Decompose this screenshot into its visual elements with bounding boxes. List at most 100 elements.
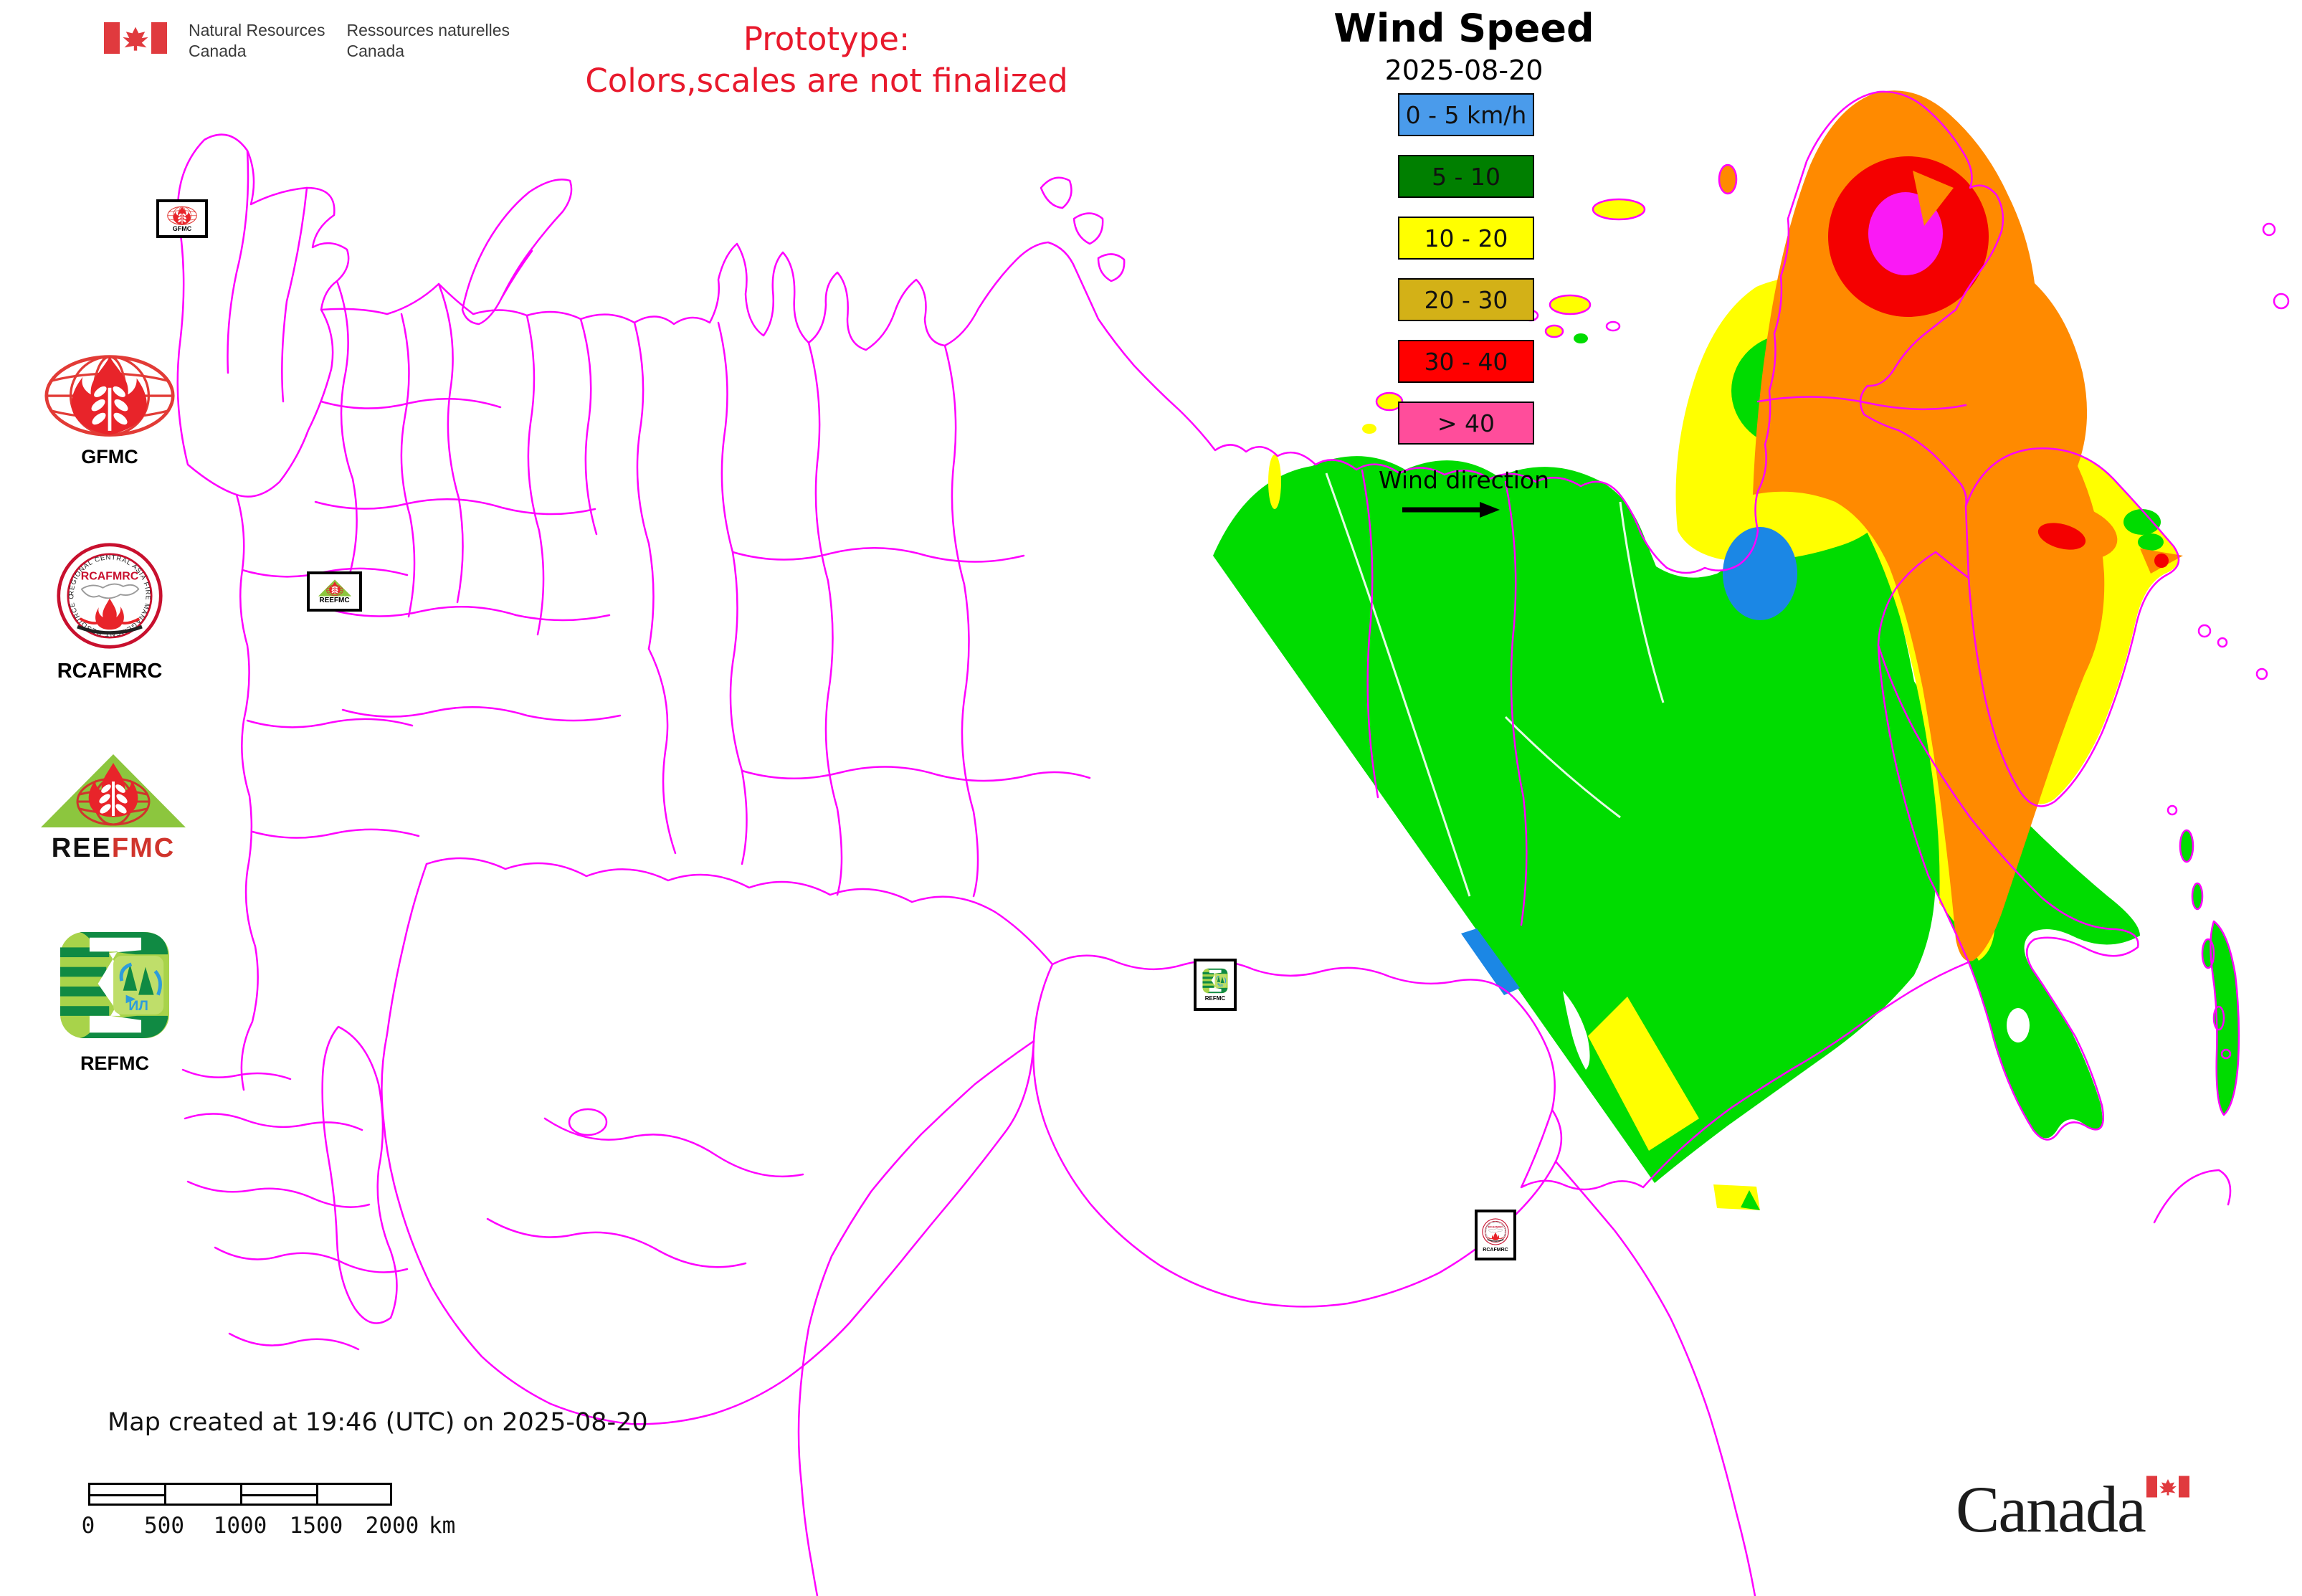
lakes-rivers [1325, 472, 2030, 1070]
caspian-sea [321, 1025, 398, 1324]
rcafmrc-marker-icon [1482, 1217, 1509, 1245]
west-border [235, 493, 259, 1091]
china-centralasia-border [797, 1040, 1035, 1596]
rcafmrc-marker-label: RCAFMRC [1483, 1247, 1508, 1253]
scale-bar [88, 1483, 392, 1506]
canada-wordmark: Canada [1956, 1473, 2146, 1546]
legend-item-10-20: 10 - 20 [1398, 217, 1534, 260]
okhotsk-coastline [1877, 551, 2139, 1141]
rcafmrc-logo-label: RCAFMRC [57, 660, 163, 683]
scale-segment [316, 1483, 392, 1506]
nrcan-french: Ressources naturelles Canada [346, 20, 510, 62]
lake-khanka [2007, 1008, 2030, 1042]
wind-region-blue [1461, 527, 1797, 995]
nrcan-en-line2: Canada [189, 42, 247, 60]
prototype-line2: Colors,scales are not finalized [585, 62, 1068, 100]
scale-tick-2000: 2000 [365, 1513, 419, 1539]
refmc-map-marker: REFMC [1194, 959, 1237, 1011]
hokkaido-outline [2153, 1169, 2232, 1224]
severnaya-zemlya [1040, 176, 1126, 282]
nrcan-fr-line2: Canada [346, 42, 405, 60]
centralasia-outline [381, 863, 1035, 1425]
nrcan-en-line1: Natural Resources [189, 21, 325, 39]
yellow-streak [1268, 455, 1281, 509]
reefmc-marker-icon [318, 579, 351, 597]
refmc-marker-icon [1202, 968, 1228, 994]
nrcan-signature: Natural Resources Canada Ressources natu… [104, 20, 510, 62]
prototype-warning: Prototype: Colors,scales are not finaliz… [540, 19, 1113, 102]
reefmc-word-red: FMC [111, 833, 176, 863]
gfmc-logo-label: GFMC [81, 446, 138, 467]
legend-date: 2025-08-20 [1384, 54, 1544, 86]
gfmc-map-marker: GFMC [156, 199, 208, 238]
legend-item-20-30: 20 - 30 [1398, 278, 1534, 321]
legend-item-gt40: > 40 [1398, 402, 1534, 445]
refmc-logo: REFMC [57, 931, 172, 1075]
nrcan-english: Natural Resources Canada [189, 20, 325, 62]
scale-tick-1500: 1500 [289, 1513, 343, 1539]
aral-sea [568, 1108, 608, 1136]
river-lena [1325, 472, 1471, 897]
scale-tick-1000: 1000 [213, 1513, 267, 1539]
blue-edge-sliver [1461, 928, 1520, 995]
orange-notch [1913, 171, 1954, 226]
river-kolyma [1619, 501, 1665, 703]
legend-item-0-5: 0 - 5 km/h [1398, 93, 1534, 136]
reefmc-marker-label: REEFMC [319, 597, 350, 604]
red-kamchatka-spot [2037, 523, 2086, 550]
rcafmrc-emblem-icon [56, 542, 163, 650]
blue-calm-spot [1723, 527, 1797, 620]
lake-baikal [1563, 991, 1590, 1070]
gfmc-marker-label: GFMC [172, 224, 192, 232]
scale-segment [164, 1483, 240, 1506]
scale-segment [240, 1483, 316, 1506]
rcafmrc-logo: RCAFMRC [56, 542, 163, 683]
sakhalin-outline [2210, 920, 2240, 1116]
amur-border [1520, 961, 1970, 1191]
reefmc-wordmark: REEFMC [37, 833, 189, 864]
orange-island-outline [1718, 163, 1738, 195]
refmc-logo-label: REFMC [80, 1053, 149, 1074]
legend-item-30-40: 30 - 40 [1398, 340, 1534, 383]
prototype-line1: Prototype: [743, 20, 910, 58]
reefmc-map-marker: REEFMC [307, 571, 362, 612]
mongolia-outline [1032, 954, 1563, 1308]
map-created-timestamp: Map created at 19:46 (UTC) on 2025-08-20 [108, 1408, 648, 1437]
novaya-zemlya [461, 179, 573, 326]
legend-label: 0 - 5 km/h [1405, 100, 1527, 129]
scale-tick-0: 0 [81, 1513, 95, 1539]
kazakhstan-north-border [425, 857, 1054, 966]
legend-item-5-10: 5 - 10 [1398, 155, 1534, 198]
gfmc-marker-icon [167, 206, 197, 225]
kamchatka-outline [1964, 447, 2180, 807]
orange-island [1719, 165, 1736, 194]
legend-label: 20 - 30 [1424, 285, 1508, 314]
refmc-marker-label: REFMC [1204, 995, 1226, 1002]
arctic-coastline [320, 90, 2004, 574]
yellow-southwest-wedge [1588, 997, 1699, 1151]
rcafmrc-map-marker: RCAFMRC [1475, 1210, 1516, 1260]
yellow-wrangel-island [1593, 199, 1645, 219]
green-siberia-region [1213, 456, 1936, 1183]
reefmc-logo: REEFMC [37, 751, 189, 864]
reefmc-word-black: REE [51, 833, 112, 863]
china-border [1554, 1160, 1756, 1596]
legend-label: 10 - 20 [1424, 224, 1508, 252]
nrcan-fr-line1: Ressources naturelles [346, 21, 510, 39]
canada-wordmark-flag-icon [2146, 1476, 2189, 1498]
canada-flag-icon [104, 22, 167, 54]
legend-title: Wind Speed [1333, 6, 1594, 51]
reefmc-triangle-icon [39, 753, 187, 829]
scale-tick-500: 500 [144, 1513, 184, 1539]
gfmc-logo: GFMC [39, 353, 180, 468]
fennoscandia-outline [176, 133, 350, 498]
gfmc-globe-fire-icon [41, 353, 179, 440]
wind-direction-arrow-icon [1402, 502, 1500, 518]
legend-label: 30 - 40 [1424, 347, 1508, 376]
river-aldan [1504, 716, 1621, 819]
legend-label: > 40 [1437, 409, 1495, 437]
wind-direction-label: Wind direction [1378, 466, 1550, 494]
orange-chukotka [1753, 90, 2105, 961]
